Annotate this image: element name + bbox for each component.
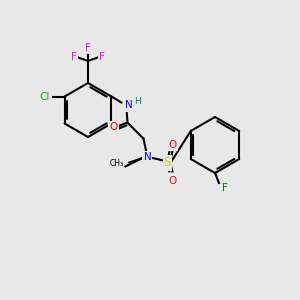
Text: F: F xyxy=(222,183,228,193)
Text: N: N xyxy=(143,152,151,163)
Text: F: F xyxy=(99,52,105,62)
Text: F: F xyxy=(85,43,91,53)
Text: O: O xyxy=(168,140,176,149)
Text: CH₃: CH₃ xyxy=(109,159,123,168)
Text: S: S xyxy=(164,157,171,169)
Text: N: N xyxy=(125,100,133,110)
Text: Cl: Cl xyxy=(39,92,50,103)
Text: O: O xyxy=(168,176,176,185)
Text: F: F xyxy=(71,52,77,62)
Text: O: O xyxy=(109,122,118,133)
Text: H: H xyxy=(134,97,141,106)
